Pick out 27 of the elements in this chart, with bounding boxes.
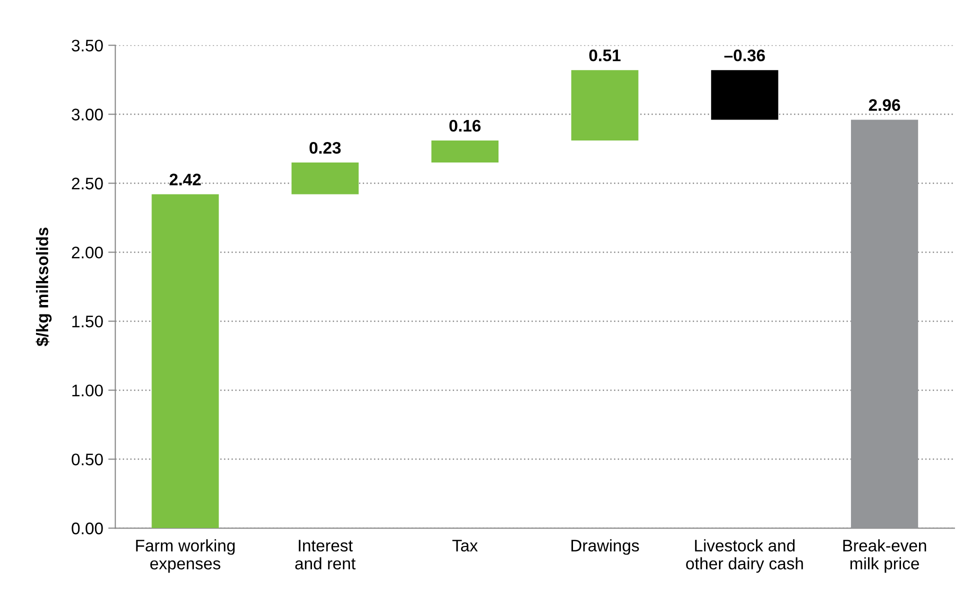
bar	[711, 70, 778, 120]
data-label: –0.36	[724, 50, 765, 62]
y-tick-label: 3.50	[72, 40, 103, 52]
x-tick-label: Tax	[452, 540, 478, 552]
y-tick-label: 3.00	[72, 108, 103, 120]
y-tick-label: 1.50	[72, 316, 103, 328]
y-tick-label: 0.00	[72, 522, 103, 534]
y-tick-label: 2.00	[72, 246, 103, 258]
bar	[152, 194, 219, 528]
x-tick-label: Break-even milk price	[843, 539, 926, 573]
bar	[431, 140, 499, 163]
bar	[571, 70, 638, 140]
y-tick-label: 0.50	[72, 454, 103, 466]
x-tick-label: Interest and rent	[295, 540, 356, 570]
y-axis-title: $/kg milksolids	[36, 228, 52, 346]
data-label: 2.96	[868, 99, 900, 111]
data-label: 0.16	[449, 120, 481, 132]
bar	[850, 120, 918, 528]
data-label: 0.23	[310, 142, 341, 154]
data-label: 2.42	[170, 174, 201, 186]
bar	[292, 162, 359, 194]
y-tick-label: 2.50	[72, 178, 103, 190]
data-label: 0.51	[589, 50, 621, 62]
x-tick-label: Livestock and other dairy cash	[686, 539, 803, 573]
x-tick-label: Drawings	[571, 539, 639, 555]
y-tick-label: 1.00	[72, 384, 103, 396]
x-tick-label: Farm working expenses	[136, 539, 235, 573]
